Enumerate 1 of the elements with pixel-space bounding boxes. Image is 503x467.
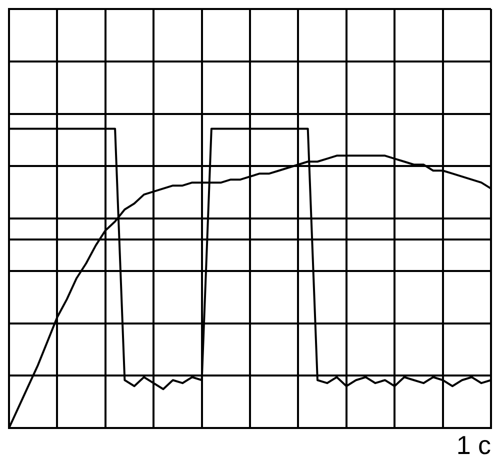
text: 1 с xyxy=(456,430,491,461)
